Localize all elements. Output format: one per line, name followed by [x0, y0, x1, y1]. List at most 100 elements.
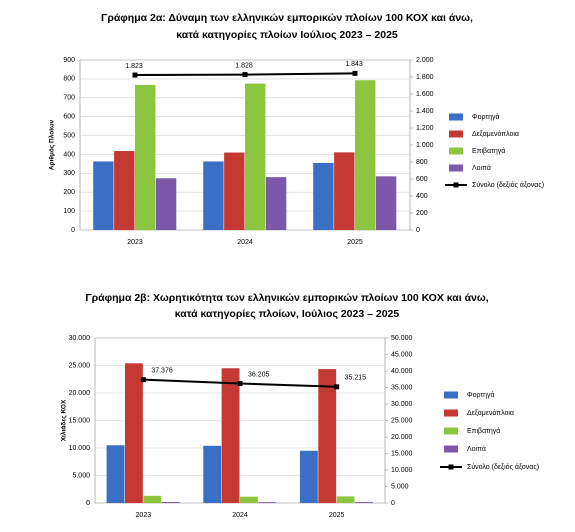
- bar: [336, 496, 355, 503]
- line-marker: [132, 72, 138, 78]
- legend-swatch: [449, 147, 463, 155]
- legend-label: Φορτηγά: [467, 391, 495, 399]
- legend-swatch: [444, 427, 458, 435]
- bar: [106, 445, 125, 503]
- bar: [224, 152, 245, 230]
- y2-tick-label: 1.000: [416, 142, 434, 149]
- y-tick-label: 500: [63, 132, 75, 139]
- y-tick-label: 700: [63, 95, 75, 102]
- y2-tick-label: 50.000: [391, 335, 413, 342]
- y2-tick-label: 2.000: [416, 57, 434, 64]
- y2-tick-label: 1.200: [416, 125, 434, 132]
- legend-swatch: [444, 391, 458, 399]
- y-tick-label: 900: [63, 57, 75, 64]
- legend-swatch: [449, 113, 463, 121]
- y2-tick-label: 600: [416, 176, 428, 183]
- legend-label: Φορτηγά: [472, 113, 500, 121]
- legend-swatch: [444, 409, 458, 417]
- legend-marker: [448, 464, 454, 470]
- y-axis-title: Χιλιάδες ΚΟΧ: [60, 399, 68, 441]
- data-label: 37.376: [151, 368, 173, 375]
- data-label: 1.828: [235, 62, 253, 69]
- legend-label: Λοιπά: [467, 445, 486, 453]
- bar: [240, 496, 258, 503]
- y2-tick-label: 10.000: [391, 467, 413, 474]
- y2-tick-label: 400: [416, 193, 428, 200]
- y-tick-label: 100: [63, 208, 75, 215]
- y-tick-label: 0: [86, 500, 90, 507]
- bar: [124, 363, 143, 503]
- y2-tick-label: 200: [416, 210, 428, 217]
- y2-tick-label: 5.000: [391, 483, 409, 490]
- y-tick-label: 15.000: [69, 417, 91, 424]
- data-label: 1.843: [345, 61, 363, 68]
- y2-tick-label: 35.000: [391, 384, 413, 391]
- bar: [265, 177, 287, 230]
- bar: [114, 151, 135, 230]
- y-tick-label: 600: [63, 114, 75, 121]
- y2-tick-label: 20.000: [391, 434, 413, 441]
- bar: [313, 162, 334, 230]
- y-tick-label: 400: [63, 151, 75, 158]
- x-tick-label: 2025: [347, 239, 363, 246]
- bar: [355, 502, 373, 503]
- y-tick-label: 25.000: [69, 362, 91, 369]
- y-tick-label: 200: [63, 189, 75, 196]
- x-tick-label: 2025: [329, 512, 345, 519]
- legend-label: Σύνολο (δεξιός άξονας): [467, 463, 539, 471]
- legend-label: Δεξαμενόπλοια: [467, 409, 514, 417]
- legend-swatch: [449, 130, 463, 138]
- y-tick-label: 20.000: [69, 390, 91, 397]
- y-tick-label: 10.000: [69, 445, 91, 452]
- bar: [203, 445, 222, 503]
- y2-tick-label: 40.000: [391, 368, 413, 375]
- data-label: 36.205: [248, 371, 270, 378]
- legend-marker: [453, 182, 459, 188]
- line-marker: [237, 381, 243, 387]
- bar: [375, 176, 397, 230]
- bar: [258, 502, 277, 503]
- y2-tick-label: 45.000: [391, 351, 413, 358]
- bar: [334, 152, 355, 230]
- x-tick-label: 2023: [127, 239, 143, 246]
- y2-tick-label: 30.000: [391, 401, 413, 408]
- data-label: 1.823: [125, 63, 143, 70]
- y-axis-title: Αριθμός Πλοίων: [48, 119, 56, 170]
- chart-title: κατά κατηγορίες πλοίων, Ιούλιος 2023 – 2…: [175, 308, 400, 320]
- y2-tick-label: 1.800: [416, 74, 434, 81]
- line-marker: [334, 384, 340, 390]
- legend-label: Δεξαμενόπλοια: [472, 130, 519, 138]
- y2-tick-label: 15.000: [391, 450, 413, 457]
- legend-label: Επιβατηγά: [467, 427, 500, 435]
- y-tick-label: 5.000: [72, 472, 90, 479]
- bar: [135, 84, 156, 230]
- y2-tick-label: 25.000: [391, 417, 413, 424]
- bar: [245, 83, 266, 230]
- bar: [355, 80, 376, 230]
- bar: [318, 369, 337, 503]
- chart-title: Γράφημα 2β: Χωρητικότητα των ελληνικών ε…: [85, 292, 488, 304]
- bar: [155, 178, 177, 230]
- y-tick-label: 300: [63, 170, 75, 177]
- chart-title: κατά κατηγορίες πλοίων Ιούλιος 2023 – 20…: [176, 29, 398, 41]
- y-tick-label: 0: [71, 227, 75, 234]
- x-tick-label: 2023: [136, 512, 152, 519]
- bar: [143, 495, 162, 503]
- chart-title: Γράφημα 2α: Δύναμη των ελληνικών εμπορικ…: [101, 12, 473, 24]
- legend-label: Λοιπά: [472, 164, 491, 172]
- line-marker: [352, 70, 358, 76]
- x-tick-label: 2024: [232, 512, 248, 519]
- y-tick-label: 800: [63, 76, 75, 83]
- bar: [299, 450, 318, 503]
- line-marker: [242, 72, 248, 78]
- x-tick-label: 2024: [237, 239, 253, 246]
- y2-tick-label: 1.600: [416, 91, 434, 98]
- y-tick-label: 30.000: [69, 335, 91, 342]
- y2-tick-label: 0: [416, 227, 420, 234]
- bar: [161, 502, 180, 503]
- y2-tick-label: 1.400: [416, 108, 434, 115]
- legend-swatch: [444, 445, 458, 453]
- y2-tick-label: 800: [416, 159, 428, 166]
